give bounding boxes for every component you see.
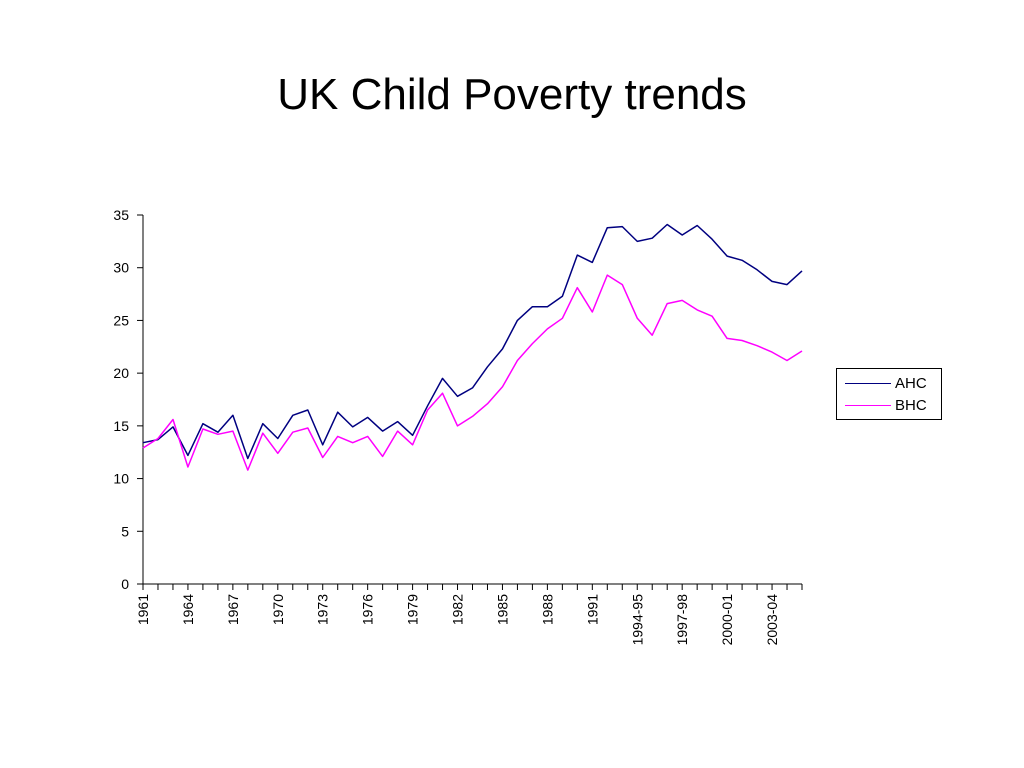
- legend-item-bhc: BHC: [843, 396, 939, 416]
- x-tick-label: 1988: [539, 594, 555, 625]
- y-tick-label: 25: [113, 312, 129, 328]
- x-tick-label: 1994-95: [629, 594, 645, 646]
- legend-swatch-bhc: [845, 405, 891, 406]
- legend-label-bhc: BHC: [895, 397, 927, 414]
- y-tick-label: 0: [121, 576, 129, 592]
- y-tick-label: 5: [121, 523, 129, 539]
- x-tick-label: 1964: [180, 594, 196, 625]
- series-line-ahc: [142, 223, 803, 460]
- x-tick-label: 1979: [405, 594, 421, 625]
- y-tick-label: 20: [113, 365, 129, 381]
- axes: 0 5 10 15 20 25 30 35 1961 1964 1967 1970 1973 1976 19…: [113, 207, 803, 646]
- x-tick-label: 1991: [584, 594, 600, 625]
- x-tick-label: 2003-04: [764, 594, 780, 646]
- x-tick-label: 1961: [135, 594, 151, 625]
- x-tick-label: 1967: [225, 594, 241, 625]
- legend-item-ahc: AHC: [843, 374, 939, 394]
- legend-label-ahc: AHC: [895, 375, 927, 392]
- y-tick-label: 30: [113, 260, 129, 276]
- x-tick-label: 1970: [270, 594, 286, 625]
- y-tick-label: 35: [113, 207, 129, 223]
- y-tick-label: 15: [113, 418, 129, 434]
- series-line-bhc: [142, 274, 803, 471]
- chart-title: UK Child Poverty trends: [277, 70, 747, 119]
- x-tick-label: 2000-01: [719, 594, 735, 646]
- legend-swatch-ahc: [845, 383, 891, 384]
- x-tick-label: 1985: [494, 594, 510, 625]
- legend: AHC BHC: [836, 368, 942, 420]
- y-tick-label: 10: [113, 471, 129, 487]
- x-tick-label: 1982: [450, 594, 466, 625]
- x-tick-label: 1973: [315, 594, 331, 625]
- x-tick-label: 1976: [360, 594, 376, 625]
- x-tick-label: 1997-98: [674, 594, 690, 646]
- series-layer: [142, 223, 803, 471]
